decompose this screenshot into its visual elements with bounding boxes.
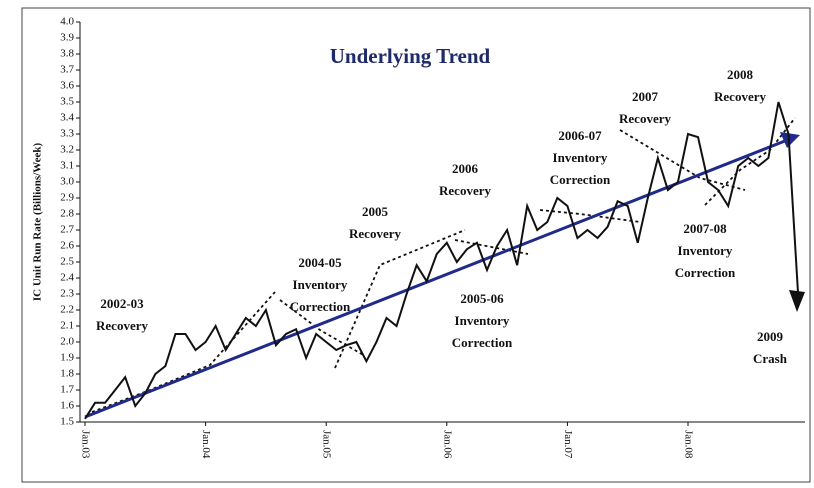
annotation: 2005-06 (460, 291, 504, 306)
annotation: Recovery (439, 183, 491, 198)
annotation: 2006 (452, 161, 479, 176)
annotation: 2004-05 (298, 255, 342, 270)
annotation: Correction (675, 265, 736, 280)
crash-arrowhead (789, 290, 805, 312)
dashed-arrow (704, 117, 796, 206)
dashed-arrow (539, 209, 641, 223)
chart-title: Underlying Trend (330, 44, 491, 68)
y-tick-label: 4.0 (60, 16, 74, 28)
annotation-arrows (91, 117, 796, 413)
y-tick-label: 2.1 (60, 320, 74, 332)
y-tick-label: 1.6 (60, 400, 74, 412)
y-tick-label: 1.7 (60, 384, 74, 396)
y-tick-label: 3.1 (60, 160, 74, 172)
y-tick-label: 2.7 (60, 224, 74, 236)
annotation: Inventory (455, 313, 510, 328)
y-tick-label: 2.4 (60, 272, 74, 284)
y-tick-label: 2.0 (60, 336, 74, 348)
dashed-arrow (91, 291, 276, 413)
annotation: Inventory (293, 277, 348, 292)
x-tick-label: Jan.06 (441, 430, 453, 459)
y-tick-label: 3.0 (60, 176, 74, 188)
dashed-arrow (619, 129, 746, 191)
y-tick-label: 2.9 (60, 192, 74, 204)
dashed-arrow (279, 299, 366, 357)
y-tick-label: 2.3 (60, 288, 74, 300)
annotation: Correction (452, 335, 513, 350)
y-axis-label: IC Unit Run Rate (Billions/Week) (32, 143, 44, 302)
annotation: Inventory (678, 243, 733, 258)
annotation: Crash (753, 351, 788, 366)
y-tick-label: 2.2 (60, 304, 74, 316)
y-tick-label: 3.9 (60, 32, 74, 44)
y-tick-label: 1.8 (60, 368, 74, 380)
trend-arrowhead (780, 132, 800, 148)
annotation: 2005 (362, 204, 389, 219)
annotation: 2007-08 (683, 221, 727, 236)
annotation: Correction (290, 299, 351, 314)
annotation: Recovery (619, 111, 671, 126)
y-tick-label: 2.8 (60, 208, 74, 220)
y-tick-label: 2.5 (60, 256, 74, 268)
y-tick-label: 3.7 (60, 64, 74, 76)
annotation: Recovery (714, 89, 766, 104)
y-tick-label: 3.3 (60, 128, 74, 140)
annotation: 2002-03 (100, 296, 144, 311)
annotation: Recovery (96, 318, 148, 333)
x-tick-label: Jan.07 (562, 430, 574, 459)
x-tick-label: Jan.03 (79, 430, 91, 459)
annotation: 2006-07 (558, 128, 602, 143)
dashed-arrow (454, 239, 529, 255)
y-tick-label: 3.5 (60, 96, 74, 108)
y-tick-label: 2.6 (60, 240, 74, 252)
annotation: Inventory (553, 150, 608, 165)
y-tick-label: 3.4 (60, 112, 74, 124)
dashed-arrow (334, 229, 466, 369)
frame (21, 7, 811, 483)
x-tick-label: Jan.05 (321, 430, 333, 459)
x-tick-label: Jan.08 (682, 430, 694, 459)
y-tick-label: 1.9 (60, 352, 74, 364)
y-tick-label: 3.6 (60, 80, 74, 92)
annotation: Recovery (349, 226, 401, 241)
x-tick-label: Jan.04 (200, 430, 212, 459)
annotation: 2007 (632, 89, 659, 104)
annotation: 2009 (757, 329, 784, 344)
annotation: Correction (550, 172, 611, 187)
y-tick-label: 1.5 (60, 416, 74, 428)
y-tick-label: 3.2 (60, 144, 74, 156)
annotation: 2008 (727, 67, 754, 82)
y-tick-label: 3.8 (60, 48, 74, 60)
line-series (84, 101, 800, 420)
